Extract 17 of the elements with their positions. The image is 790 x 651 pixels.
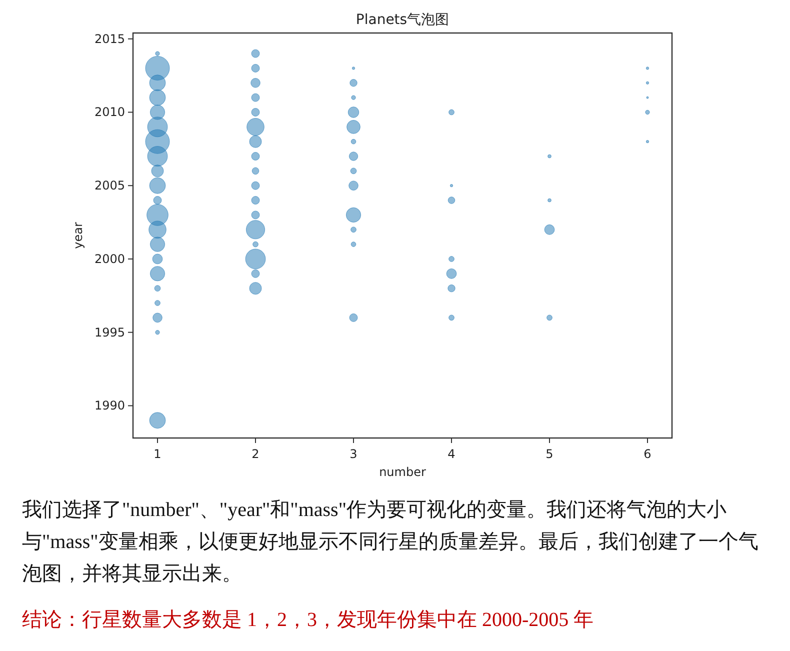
y-tick-label: 2000: [94, 252, 125, 266]
y-tick-label: 2005: [94, 178, 125, 193]
x-tick-label: 5: [546, 447, 554, 461]
y-tick-label: 1995: [94, 325, 125, 340]
x-axis-title: number: [379, 465, 426, 479]
x-tick-label: 1: [154, 447, 162, 461]
text: 我们选择了"number"、"year"和"mass"作为要可视化的变量。我们还将气泡的大小与"mass"变量相乘，以便更好地显示不同行星的质量差异。最后，我们创建了一个气泡图，并将其显示出来。: [22, 498, 760, 587]
x-tick-label: 6: [644, 447, 652, 461]
x-tick-label: 2: [252, 447, 260, 461]
y-tick-label: 2010: [94, 105, 125, 120]
y-tick-label: 2015: [94, 32, 125, 46]
y-axis-title: year: [71, 222, 85, 249]
text: 结论：行星数量大多数是 1，2，3，发现年份集中在 2000-2005 年: [22, 608, 595, 633]
y-tick-label: 1990: [94, 398, 125, 413]
x-tick-label: 4: [448, 447, 456, 461]
x-tick-label: 3: [350, 447, 358, 461]
chart-title: Planets气泡图: [356, 12, 450, 28]
